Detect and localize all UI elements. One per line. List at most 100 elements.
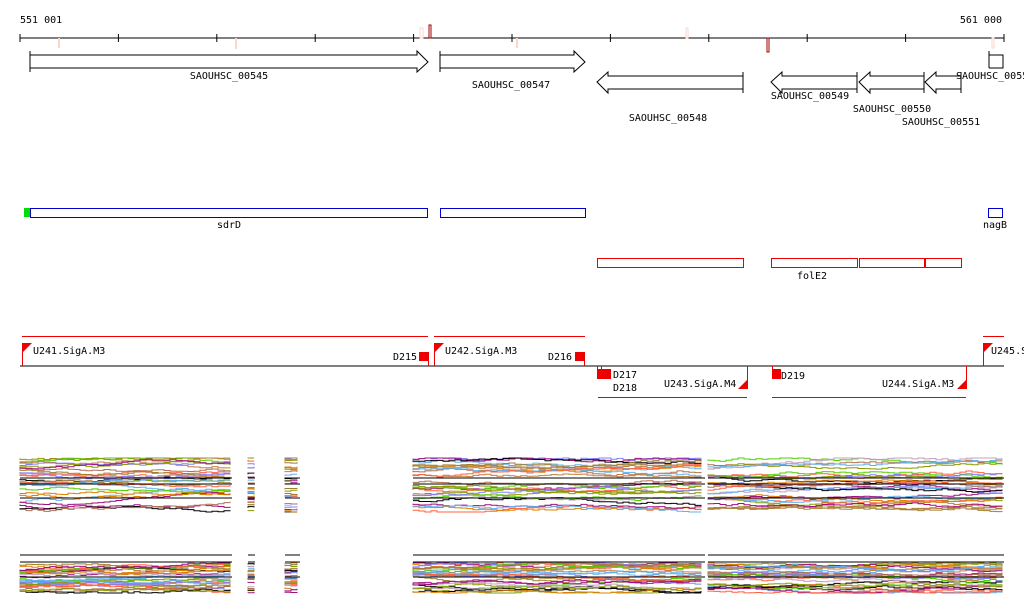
ruler-start-label: 551 001: [20, 15, 62, 26]
operon-U242[interactable]: U242.SigA.M3 D216: [434, 336, 585, 367]
expression-line: [707, 457, 1003, 465]
expression-line: [284, 584, 298, 587]
gene-label: SAOUHSC_00545: [190, 71, 268, 82]
expression-line: [247, 476, 255, 478]
feature-box[interactable]: [597, 258, 744, 268]
operon-U244[interactable]: D219 U244.SigA.M3: [772, 366, 967, 398]
expression-line: [284, 577, 298, 579]
expression-line: [707, 457, 1003, 470]
forward-feature-track: sdrD nagB: [24, 208, 1007, 231]
expression-line: [284, 467, 298, 470]
expression-line: [247, 586, 255, 588]
expression-line: [284, 459, 298, 462]
expression-line: [284, 468, 298, 471]
expression-line: [247, 463, 255, 465]
expression-line: [19, 580, 231, 586]
expression-line: [247, 479, 255, 481]
gene-SAOUHSC_00545[interactable]: SAOUHSC_00545: [29, 49, 429, 82]
expression-line: [19, 469, 231, 478]
expression-line: [284, 591, 298, 593]
expression-line: [284, 503, 298, 506]
expression-line: [19, 467, 231, 472]
expression-track-reverse: [19, 554, 1004, 594]
gene-label: SAOUHSC_00550: [853, 104, 931, 115]
expression-line: [247, 587, 255, 589]
feature-folE2[interactable]: [771, 258, 858, 268]
expression-line: [19, 566, 231, 575]
feature-box[interactable]: [925, 258, 962, 268]
expression-line: [284, 587, 298, 591]
terminator-label: D217: [613, 370, 637, 381]
operon-U243[interactable]: D217 D218 U243.SigA.M4: [597, 366, 748, 398]
terminator-label: D218: [613, 383, 637, 394]
expression-line: [412, 458, 702, 469]
feature-label: folE2: [797, 271, 827, 282]
expression-line: [707, 480, 1003, 491]
gene-SAOUHSC_00550[interactable]: SAOUHSC_00550: [853, 70, 931, 115]
expression-line: [284, 493, 298, 495]
expression-line: [284, 569, 298, 572]
expression-line: [707, 494, 1003, 503]
expression-line: [412, 463, 702, 477]
feature-box[interactable]: [440, 208, 586, 218]
expression-line: [284, 565, 297, 567]
expression-line: [247, 501, 255, 504]
gene-SAOUHSC_00549[interactable]: SAOUHSC_00549: [770, 70, 858, 102]
gene-SAOUHSC_00551[interactable]: SAOUHSC_00551: [902, 70, 980, 128]
gene-track: SAOUHSC_00545 SAOUHSC_00547 SAOUHSC_0054…: [29, 49, 1024, 128]
operon-label: U245.S: [991, 346, 1024, 357]
expression-line: [247, 488, 255, 490]
expression-line: [247, 506, 255, 508]
expression-line: [707, 492, 1003, 501]
terminator-label: D219: [781, 371, 805, 382]
expression-line: [412, 579, 702, 586]
expression-line: [284, 510, 298, 513]
expression-line: [284, 574, 298, 577]
expression-line: [247, 573, 255, 575]
expression-line: [284, 580, 298, 583]
expression-line: [19, 481, 231, 488]
gene-label: SAOUHSC_00547: [472, 80, 550, 91]
feature-nagB[interactable]: [988, 208, 1003, 218]
expression-line: [247, 459, 255, 462]
expression-line: [19, 568, 231, 574]
expression-line: [247, 578, 255, 580]
ruler-end-label: 561 000: [960, 15, 1002, 26]
expression-line: [247, 467, 255, 469]
gene-label: SAOUHSC_00548: [629, 113, 707, 124]
expression-line: [19, 587, 231, 593]
expression-line: [247, 495, 255, 497]
expression-line: [20, 588, 231, 594]
expression-line: [707, 582, 1003, 588]
expression-line: [19, 491, 231, 496]
expression-line: [247, 493, 255, 495]
operon-U241[interactable]: U241.SigA.M3 D215: [22, 336, 429, 367]
expression-line: [412, 583, 702, 591]
reverse-feature-track: folE2: [597, 258, 962, 282]
feature-label: sdrD: [217, 220, 241, 231]
feature-label: nagB: [983, 220, 1007, 231]
expression-line: [247, 499, 255, 501]
expression-line: [412, 485, 702, 495]
expression-line: [413, 473, 702, 479]
expression-line: [284, 506, 298, 509]
feature-sdrD[interactable]: [30, 208, 428, 218]
expression-line: [19, 585, 231, 592]
expression-line: [284, 489, 298, 492]
gene-label: SAOUHSC_00549: [771, 91, 849, 102]
expression-line: [247, 589, 255, 591]
expression-line: [247, 571, 255, 573]
feature-box[interactable]: [859, 258, 925, 268]
gene-SAOUHSC_00547[interactable]: SAOUHSC_00547: [439, 49, 586, 91]
operon-U245[interactable]: U245.S: [983, 336, 1024, 367]
expression-line: [247, 581, 255, 584]
expression-line: [412, 457, 702, 465]
gene-SAOUHSC_0055[interactable]: SAOUHSC_0055: [956, 51, 1024, 82]
gene-SAOUHSC_00548[interactable]: SAOUHSC_00548: [596, 70, 744, 124]
gene-label: SAOUHSC_0055: [956, 71, 1024, 82]
expression-line: [284, 578, 298, 580]
expression-line: [247, 575, 255, 577]
expression-line: [247, 565, 255, 567]
expression-line: [284, 470, 298, 473]
